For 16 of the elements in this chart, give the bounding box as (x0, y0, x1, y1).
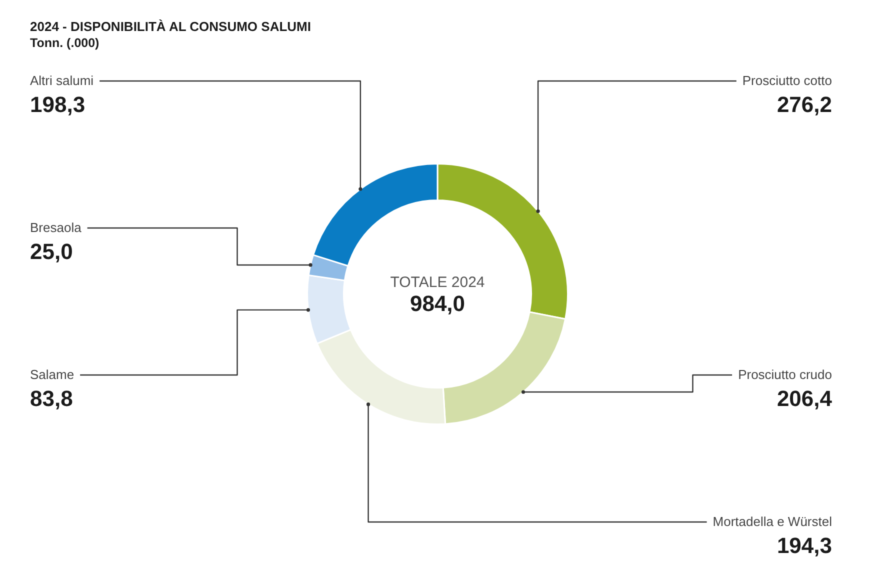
chart-subtitle: Tonn. (.000) (30, 36, 100, 50)
slice-label: Prosciutto crudo (738, 367, 832, 382)
data-label: 194,3 (776, 533, 832, 558)
text: 984,0 (410, 291, 466, 316)
slice-label: Bresaola (30, 220, 82, 235)
slice-label: Prosciutto cotto (742, 73, 832, 88)
data-label: 198,3 (30, 92, 86, 117)
slice-label: Salame (30, 367, 74, 382)
slice-label: Altri salumi (30, 73, 94, 88)
chart-title: 2024 - DISPONIBILITÀ AL CONSUMO SALUMI (30, 19, 311, 34)
data-label: 206,4 (776, 386, 833, 411)
data-label: 83,8 (30, 386, 73, 411)
data-label: 25,0 (30, 239, 73, 264)
data-label: 276,2 (776, 92, 832, 117)
text: TOTALE 2024 (390, 274, 485, 291)
slice-label: Mortadella e Würstel (712, 514, 832, 529)
